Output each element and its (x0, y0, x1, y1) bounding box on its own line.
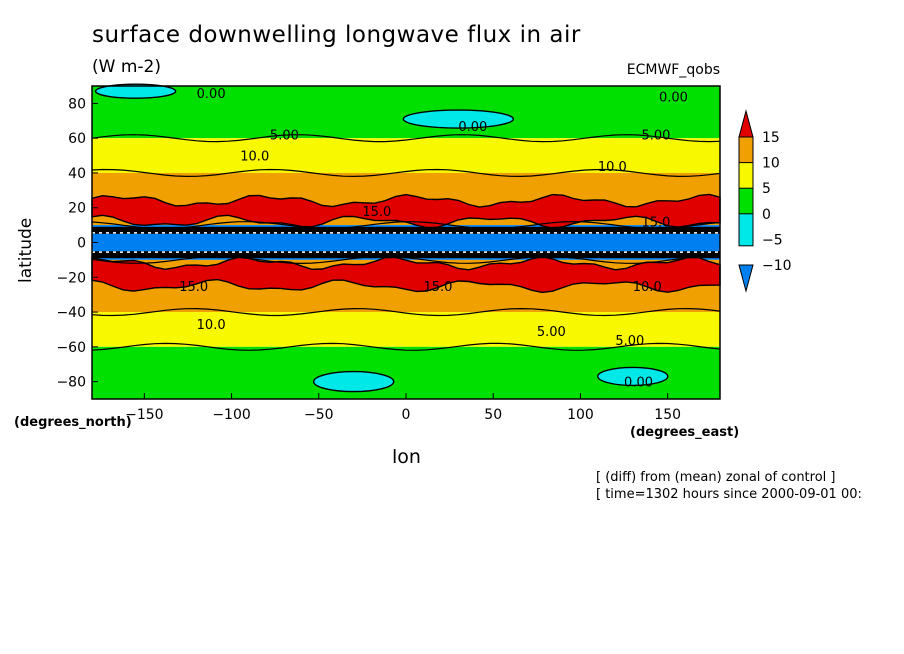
y-tick-label: −40 (56, 305, 86, 321)
y-tick-label: −80 (56, 375, 86, 391)
contour-label: 15.0 (423, 280, 452, 295)
contour-line-0 (91, 134, 721, 143)
x-tick-label: −50 (304, 407, 334, 423)
cyan-patch-north (402, 109, 515, 129)
contour-label: 0.00 (624, 376, 653, 391)
contour-line-4 (91, 307, 721, 317)
contour-line-5 (91, 342, 721, 351)
contour-line-3 (91, 255, 721, 265)
y-tick-label: 60 (68, 131, 86, 147)
band-0 (92, 86, 720, 139)
contour-label: 5.00 (270, 129, 299, 144)
x-tick-label: 150 (654, 407, 681, 423)
equator-blue-band (92, 233, 720, 252)
colorbar-extend-bottom (738, 264, 754, 293)
colorbar-label: −10 (762, 258, 792, 274)
x-tick-label: 0 (402, 407, 411, 423)
y-tick-label: 80 (68, 96, 86, 112)
colorbar-label: 0 (762, 207, 771, 223)
contour-label: 15.0 (642, 216, 671, 231)
chart-title: surface downwelling longwave flux in air (92, 22, 581, 48)
chart-units: (W m-2) (92, 57, 161, 77)
y-tick-label: 40 (68, 166, 86, 182)
contour-label: 15.0 (179, 280, 208, 295)
y-tick-label: 20 (68, 201, 86, 217)
contour-label: 0.00 (659, 90, 688, 105)
x-tick-label: 100 (567, 407, 594, 423)
contour-label: 5.00 (642, 129, 671, 144)
y-tick-label: −60 (56, 340, 86, 356)
cyan-patch-se (597, 366, 669, 387)
colorbar-label: 10 (762, 156, 780, 172)
x-tick-label: −150 (125, 407, 163, 423)
x-axis-label: lon (392, 446, 421, 468)
x-tick-label: 50 (484, 407, 502, 423)
data-source-label: ECMWF_qobs (626, 62, 720, 78)
cyan-patch-nw (94, 83, 177, 99)
contour-label: 15.0 (362, 205, 391, 220)
y-tick-label: −20 (56, 270, 86, 286)
contour-label: 0.00 (197, 87, 226, 102)
colorbar-label: 15 (762, 130, 780, 146)
y-tick-label: 0 (77, 236, 86, 252)
note-diff: [ (diff) from (mean) zonal of control ] (596, 470, 836, 485)
contour-label: 10.0 (240, 150, 269, 165)
contour-line-2 (91, 220, 721, 230)
colorbar-label: 5 (762, 181, 771, 197)
contour-line-1 (91, 168, 721, 178)
note-time: [ time=1302 hours since 2000-09-01 00: (596, 487, 862, 502)
contour-label: 10.0 (598, 160, 627, 175)
contour-label: 0.00 (458, 120, 487, 135)
band-1 (92, 138, 720, 173)
x-axis-unit: (degrees_east) (630, 425, 740, 440)
contour-label: 10.0 (633, 280, 662, 295)
contour-label: 5.00 (537, 325, 566, 340)
colorbar-label: −5 (762, 232, 783, 248)
colorbar-extend-top (738, 109, 754, 138)
cyan-patch-south (312, 370, 395, 393)
x-tick-label: −100 (212, 407, 250, 423)
y-axis-unit: (degrees_north) (14, 415, 132, 430)
colorbar-segment (738, 213, 754, 247)
contour-label: 5.00 (615, 334, 644, 349)
band-5 (92, 312, 720, 347)
contour-label: 10.0 (197, 318, 226, 333)
